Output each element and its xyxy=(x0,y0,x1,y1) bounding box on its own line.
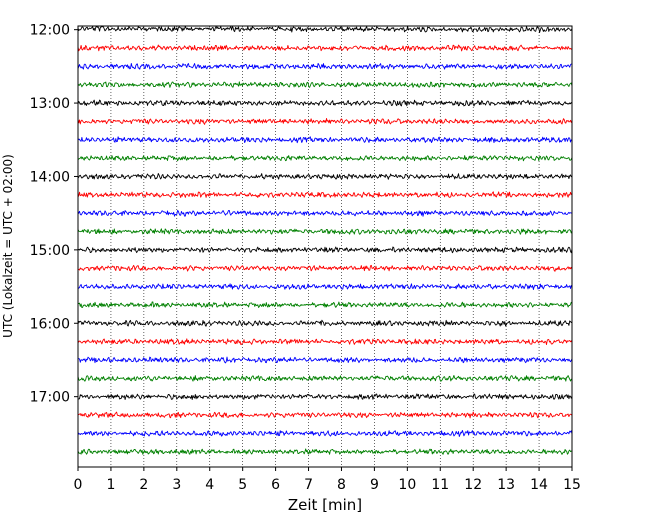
trace-9 xyxy=(77,173,573,180)
y-tick-label: 13:00 xyxy=(30,96,70,112)
x-tick-label: 10 xyxy=(398,477,416,493)
trace-13 xyxy=(77,246,573,254)
x-tick-label: 14 xyxy=(530,477,548,493)
trace-22 xyxy=(77,411,573,419)
trace-5 xyxy=(77,99,573,107)
x-axis-ticks: 0 1 2 3 4 5 6 7 8 9 10 11 12 13 14 15 xyxy=(74,467,581,493)
trace-4 xyxy=(77,81,573,88)
x-tick-label: 8 xyxy=(337,477,346,493)
x-tick-label: 3 xyxy=(172,477,181,493)
trace-group xyxy=(77,25,573,455)
x-tick-label: 12 xyxy=(464,477,482,493)
trace-14 xyxy=(77,264,573,272)
x-tick-label: 13 xyxy=(497,477,515,493)
x-tick-label: 15 xyxy=(563,477,581,493)
x-tick-label: 7 xyxy=(304,477,313,493)
x-axis-label: Zeit [min] xyxy=(288,496,362,514)
trace-24 xyxy=(77,448,573,455)
trace-11 xyxy=(77,210,572,217)
trace-18 xyxy=(77,338,573,346)
y-axis-ticks: 12:00 13:00 14:00 15:00 16:00 17:00 xyxy=(30,23,78,406)
x-tick-label: 4 xyxy=(205,477,214,493)
trace-6 xyxy=(77,118,573,125)
x-tick-label: 5 xyxy=(238,477,247,493)
trace-17 xyxy=(77,319,573,327)
x-tick-label: 11 xyxy=(431,477,449,493)
trace-21 xyxy=(77,393,573,400)
trace-12 xyxy=(77,228,573,235)
trace-23 xyxy=(77,429,573,437)
y-tick-label: 15:00 xyxy=(30,243,70,259)
trace-15 xyxy=(77,283,573,290)
x-tick-label: 2 xyxy=(139,477,148,493)
trace-2 xyxy=(77,44,573,52)
trace-1 xyxy=(77,25,573,33)
x-tick-label: 1 xyxy=(106,477,115,493)
trace-10 xyxy=(77,191,573,198)
trace-16 xyxy=(78,301,573,309)
trace-20 xyxy=(77,374,573,382)
x-tick-label: 9 xyxy=(370,477,379,493)
y-tick-label: 17:00 xyxy=(30,390,70,406)
plot-frame xyxy=(77,25,573,468)
y-tick-label: 12:00 xyxy=(30,23,70,39)
trace-8 xyxy=(77,155,573,162)
y-tick-label: 14:00 xyxy=(30,169,70,185)
x-tick-label: 0 xyxy=(74,477,83,493)
trace-7 xyxy=(77,136,573,144)
x-tick-label: 6 xyxy=(271,477,280,493)
y-tick-label: 16:00 xyxy=(30,316,70,332)
trace-19 xyxy=(77,356,573,364)
trace-3 xyxy=(77,62,573,70)
y-axis-label: UTC (Lokalzeit = UTC + 02:00) xyxy=(1,154,15,338)
